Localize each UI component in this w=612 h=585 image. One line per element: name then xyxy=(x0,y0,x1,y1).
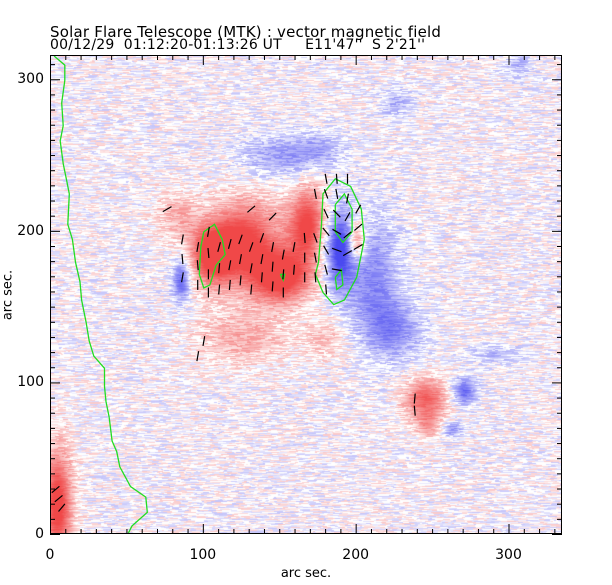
field-vector xyxy=(250,284,253,295)
field-vector xyxy=(247,205,256,213)
magnetogram-plot xyxy=(50,55,562,534)
field-vector xyxy=(268,212,277,221)
x-axis-label: arc sec. xyxy=(280,566,332,581)
field-vector xyxy=(303,232,306,243)
vector-overlay xyxy=(51,56,416,533)
field-vector xyxy=(343,231,352,239)
magnetogram-image xyxy=(51,56,561,533)
field-vector xyxy=(207,248,210,259)
y-tick-label: 200 xyxy=(17,222,44,239)
y-tick-label: 300 xyxy=(17,71,44,88)
field-vector xyxy=(207,226,210,237)
field-contour xyxy=(334,192,353,244)
field-vector xyxy=(196,260,199,271)
field-contour xyxy=(334,268,344,291)
x-tick-label: 0 xyxy=(45,547,55,563)
field-vector xyxy=(196,241,200,253)
field-vector xyxy=(323,208,329,219)
field-vector xyxy=(162,206,172,213)
field-vector xyxy=(313,188,317,200)
field-vector xyxy=(314,272,317,283)
field-vector xyxy=(228,279,231,290)
field-vector xyxy=(218,284,221,295)
field-vector xyxy=(271,241,275,253)
field-vector xyxy=(354,223,363,231)
field-vector xyxy=(249,263,253,274)
field-vector xyxy=(335,188,339,200)
field-vector xyxy=(313,232,318,243)
field-vector xyxy=(413,393,416,404)
field-vector xyxy=(324,264,328,275)
field-vector xyxy=(292,241,296,253)
field-vector xyxy=(239,275,242,286)
field-vector xyxy=(181,254,184,265)
field-vector xyxy=(323,245,330,255)
y-tick-label: 100 xyxy=(17,374,44,391)
field-contour xyxy=(198,223,226,289)
field-vector xyxy=(355,204,362,214)
field-vector xyxy=(332,228,342,235)
field-vector xyxy=(218,263,221,274)
field-vector xyxy=(227,238,232,249)
field-vector xyxy=(54,494,63,503)
field-vector xyxy=(353,243,363,251)
field-vector xyxy=(248,242,254,252)
field-vector xyxy=(332,209,341,218)
field-vector xyxy=(293,264,295,275)
field-vector xyxy=(239,254,242,265)
field-vector xyxy=(344,212,351,222)
figure-subtitle: 00/12/29 01:12:20-01:13:26 UT E11'47'' S… xyxy=(50,37,426,53)
field-vector xyxy=(413,405,416,416)
field-vector xyxy=(271,261,274,272)
field-vector xyxy=(281,249,285,260)
limb-contour xyxy=(53,56,148,533)
field-vector xyxy=(196,351,200,362)
y-axis-label: arc sec. xyxy=(0,269,16,321)
field-vector xyxy=(331,268,342,272)
x-tick-label: 300 xyxy=(495,547,522,563)
field-vector xyxy=(259,232,265,243)
field-vector xyxy=(346,193,349,204)
field-vector xyxy=(342,250,353,257)
field-vector xyxy=(313,252,317,263)
field-vector xyxy=(325,284,328,295)
field-vector xyxy=(51,485,60,494)
field-vector xyxy=(271,281,274,292)
field-vector xyxy=(260,254,264,265)
field-vector xyxy=(202,335,206,347)
x-tick-label: 200 xyxy=(342,547,370,563)
x-tick-label: 100 xyxy=(189,547,217,563)
field-vector xyxy=(58,503,66,512)
field-vector xyxy=(228,260,232,271)
figure-title: Solar Flare Telescope (MTK) : vector mag… xyxy=(50,23,442,41)
field-vector xyxy=(217,242,221,252)
field-contour xyxy=(314,177,365,306)
field-vector xyxy=(260,272,263,283)
field-vector xyxy=(322,227,330,237)
field-vector xyxy=(238,234,243,245)
field-vector xyxy=(282,269,285,280)
field-vector xyxy=(181,272,184,283)
field-contour xyxy=(279,273,286,283)
field-vector xyxy=(324,173,328,184)
field-vector xyxy=(331,247,342,253)
field-vector xyxy=(323,188,329,199)
field-vector xyxy=(181,234,184,245)
y-tick-label: 0 xyxy=(35,526,44,542)
field-vector xyxy=(335,173,338,184)
